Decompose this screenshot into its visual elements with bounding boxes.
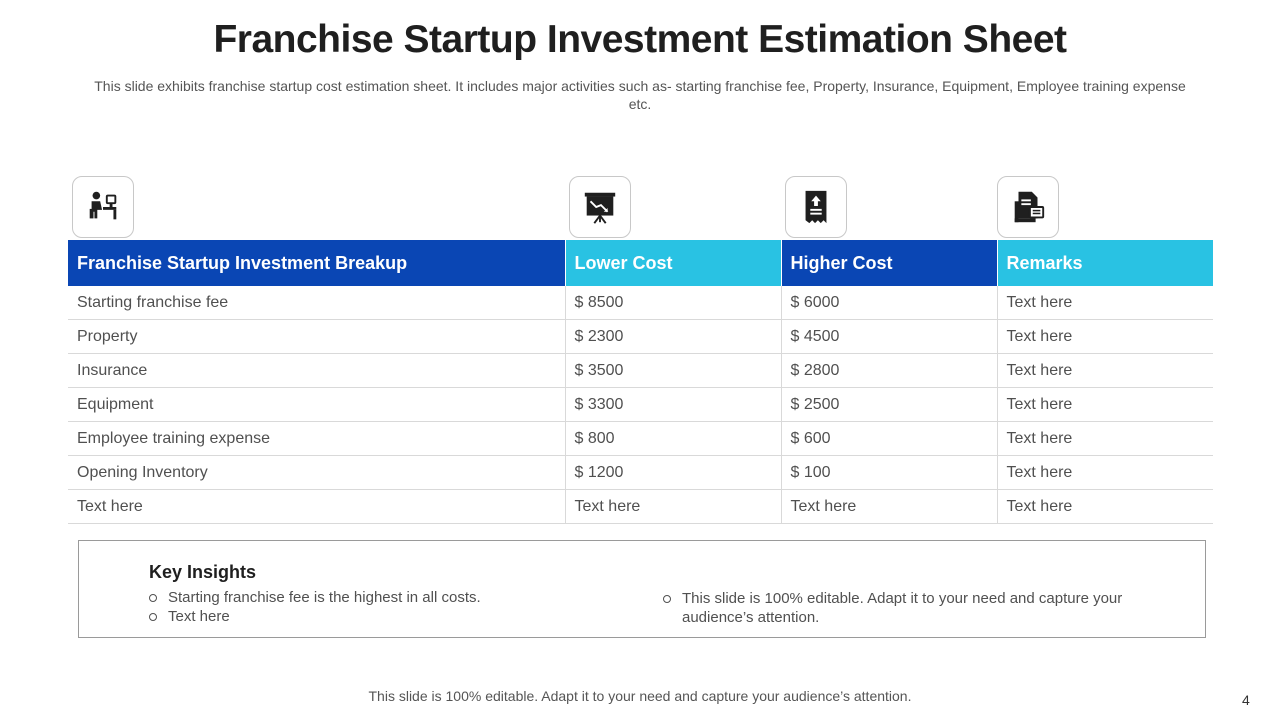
insight-bullet: This slide is 100% editable. Adapt it to… [663,589,1133,627]
employee-desk-icon [89,191,117,220]
cell-remarks: Text here [997,387,1213,422]
cell-remarks: Text here [997,319,1213,354]
footer-note: This slide is 100% editable. Adapt it to… [368,688,912,704]
cell-higher-cost: $ 100 [781,455,998,490]
table-row: Insurance $ 3500 $ 2800 Text here [68,353,1213,388]
cell-lower-cost: Text here [565,489,782,524]
document-upload-icon-box [785,176,847,238]
cell-lower-cost: $ 8500 [565,286,782,320]
cell-higher-cost: $ 2500 [781,387,998,422]
documents-icon-box [997,176,1059,238]
cell-remarks: Text here [997,489,1213,524]
cell-lower-cost: $ 3300 [565,387,782,422]
insights-right-list: This slide is 100% editable. Adapt it to… [663,589,1133,627]
cell-lower-cost: $ 800 [565,421,782,456]
table-row: Employee training expense $ 800 $ 600 Te… [68,421,1213,456]
cell-breakup: Text here [68,489,566,524]
cell-higher-cost: $ 600 [781,421,998,456]
page-number: 4 [1242,692,1250,708]
cell-lower-cost: $ 2300 [565,319,782,354]
cell-breakup: Insurance [68,353,566,388]
table-header-row: Franchise Startup Investment Breakup Low… [68,240,1214,286]
header-higher-cost: Higher Cost [781,240,998,286]
slide-title: Franchise Startup Investment Estimation … [213,18,1067,61]
cell-higher-cost: $ 6000 [781,286,998,320]
cell-breakup: Opening Inventory [68,455,566,490]
cell-higher-cost: $ 2800 [781,353,998,388]
cell-remarks: Text here [997,455,1213,490]
cell-remarks: Text here [997,421,1213,456]
header-remarks: Remarks [997,240,1214,286]
table-row: Starting franchise fee $ 8500 $ 6000 Tex… [68,286,1213,320]
cell-higher-cost: Text here [781,489,998,524]
slide-subtitle: This slide exhibits franchise startup co… [94,78,1186,112]
key-insights-title: Key Insights [149,562,257,582]
cell-higher-cost: $ 4500 [781,319,998,354]
insight-bullet: Text here [149,607,629,626]
key-insights-box: Key Insights Starting franchise fee is t… [78,540,1206,638]
cell-remarks: Text here [997,353,1213,388]
presentation-board-icon [584,192,616,224]
insights-left-list: Starting franchise fee is the highest in… [149,588,629,626]
cell-breakup: Equipment [68,387,566,422]
cell-breakup: Starting franchise fee [68,286,566,320]
investment-table: Franchise Startup Investment Breakup Low… [68,240,1214,524]
employee-desk-icon-box [72,176,134,238]
cell-remarks: Text here [997,286,1213,320]
documents-icon [1014,191,1045,223]
presentation-board-icon-box [569,176,631,238]
table-row: Opening Inventory $ 1200 $ 100 Text here [68,455,1213,490]
cell-breakup: Employee training expense [68,421,566,456]
table-row: Text here Text here Text here Text here [68,489,1213,524]
document-upload-icon [805,190,827,224]
header-lower-cost: Lower Cost [565,240,782,286]
cell-lower-cost: $ 1200 [565,455,782,490]
table-row: Property $ 2300 $ 4500 Text here [68,319,1213,354]
table-row: Equipment $ 3300 $ 2500 Text here [68,387,1213,422]
cell-lower-cost: $ 3500 [565,353,782,388]
insight-bullet: Starting franchise fee is the highest in… [149,588,629,607]
cell-breakup: Property [68,319,566,354]
header-breakup: Franchise Startup Investment Breakup [68,240,566,286]
